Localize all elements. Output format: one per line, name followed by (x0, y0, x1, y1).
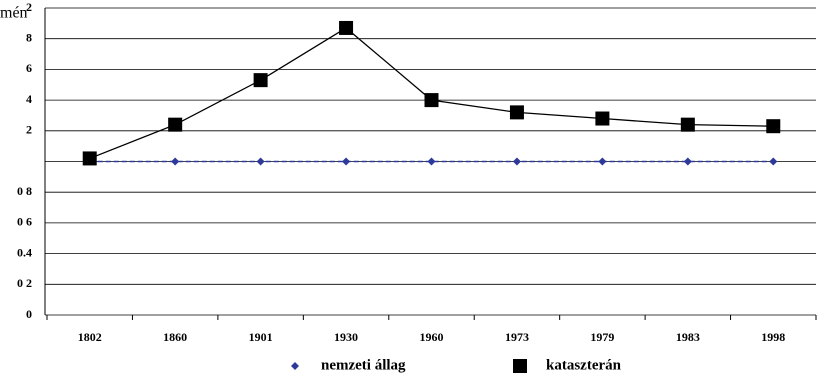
data-point (82, 151, 97, 166)
y-tick-label: 0 (26, 307, 32, 321)
data-point (424, 93, 439, 108)
x-tick-label: 1960 (420, 330, 444, 344)
data-point (680, 117, 695, 132)
data-point (256, 157, 265, 166)
x-tick-label: 1979 (590, 330, 614, 344)
data-point (171, 157, 180, 166)
data-point (342, 157, 351, 166)
x-tick-label: 1802 (78, 330, 102, 344)
x-tick-label: 1998 (761, 330, 785, 344)
x-tick-label: 1930 (334, 330, 358, 344)
x-tick-label: 1973 (505, 330, 529, 344)
data-point (339, 20, 354, 35)
y-tick-label: 0 8 (17, 184, 32, 198)
legend-marker (291, 362, 299, 370)
y-tick-label: 0.4 (17, 245, 32, 259)
data-point (512, 157, 521, 166)
x-tick-label: 1860 (163, 330, 187, 344)
y-tick-label: 6 (26, 61, 32, 75)
x-tick-label: 1901 (249, 330, 273, 344)
y-tick-label: 0 2 (17, 276, 32, 290)
data-point (595, 111, 610, 126)
data-point (427, 157, 436, 166)
legend-marker (513, 359, 527, 373)
y-tick-label: 2 (26, 123, 32, 137)
x-tick-label: 1983 (676, 330, 700, 344)
legend-label: nemzeti állag (321, 357, 406, 373)
y-tick-label: 2 (26, 0, 32, 14)
legend-label: kataszterán (546, 357, 622, 373)
data-point (766, 119, 781, 134)
data-point (509, 105, 524, 120)
header-text: mén (0, 5, 28, 22)
data-point (598, 157, 607, 166)
y-tick-label: 4 (26, 92, 32, 106)
y-tick-label: 0 6 (17, 215, 32, 229)
data-point (168, 117, 183, 132)
data-point (683, 157, 692, 166)
data-point (253, 73, 268, 88)
data-point (769, 157, 778, 166)
y-tick-label: 8 (26, 30, 32, 44)
